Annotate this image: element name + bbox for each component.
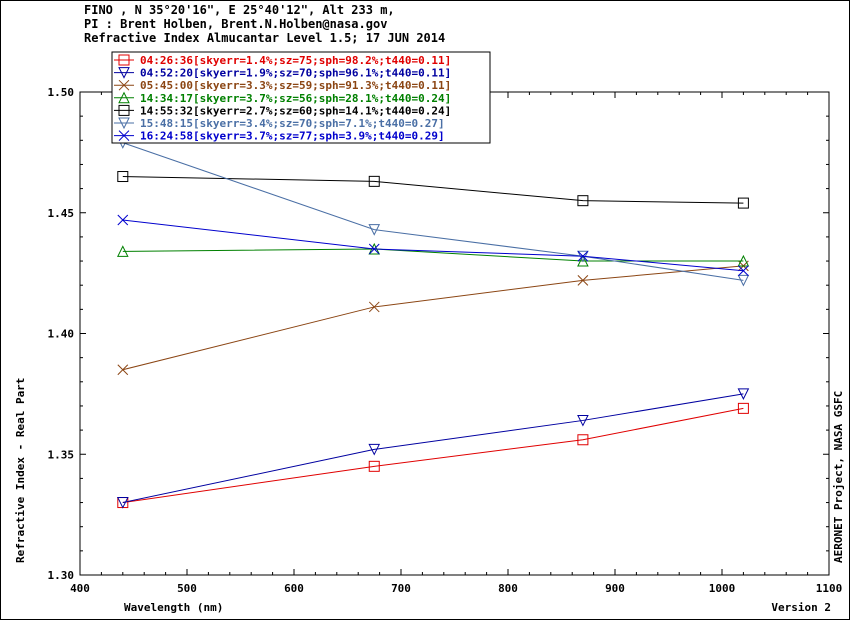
data-point: [117, 364, 129, 376]
legend-marker: [118, 79, 130, 91]
x-tick-label: 600: [284, 582, 304, 595]
x-tick-label: 900: [605, 582, 625, 595]
y-tick-label: 1.30: [48, 569, 75, 582]
legend-label: 04:26:36[skyerr=1.4%;sz=75;sph=98.2%;t44…: [140, 54, 451, 67]
data-point: [737, 274, 750, 287]
legend-marker: [118, 91, 130, 104]
data-point: [577, 254, 589, 267]
series-line: [122, 393, 744, 504]
data-point: [368, 443, 381, 456]
version-label: Version 2: [771, 601, 831, 614]
x-axis-title: Wavelength (nm): [124, 601, 223, 614]
data-point: [368, 460, 380, 472]
data-point: [577, 414, 589, 427]
data-point: [368, 224, 381, 236]
x-tick-label: 700: [391, 582, 411, 595]
data-point: [737, 402, 749, 414]
data-point: [117, 214, 129, 226]
data-point: [116, 245, 129, 257]
y-tick-label: 1.50: [48, 86, 75, 99]
x-tick-label: 1100: [816, 582, 843, 595]
x-tick-label: 400: [70, 582, 90, 595]
legend-label: 05:45:00[skyerr=3.3%;sz=59;sph=91.3%;t44…: [140, 79, 451, 92]
series-line: [122, 176, 744, 204]
legend-marker: [118, 117, 130, 130]
data-point: [577, 275, 589, 286]
legend-label: 15:48:15[skyerr=3.4%;sz=70;sph=7.1%;t440…: [140, 117, 445, 130]
series-5: [117, 171, 749, 209]
data-point: [737, 388, 750, 400]
legend-label: 14:34:17[skyerr=3.7%;sz=56;sph=28.1%;t44…: [140, 92, 451, 105]
series-line: [122, 248, 744, 262]
data-point: [738, 265, 749, 277]
legend-marker: [118, 130, 130, 141]
data-point: [577, 250, 589, 262]
legend-marker: [118, 104, 130, 116]
y-tick-label: 1.40: [48, 328, 75, 341]
y-axis-title: Refractive Index - Real Part: [14, 378, 27, 563]
data-point: [117, 171, 129, 183]
y-tick-label: 1.45: [48, 207, 75, 220]
data-point: [116, 497, 129, 509]
legend-label: 04:52:20[skyerr=1.9%;sz=70;sph=96.1%;t44…: [140, 67, 451, 80]
series-line: [122, 219, 744, 272]
series-2: [116, 388, 750, 509]
x-tick-label: 500: [177, 582, 197, 595]
series-3: [117, 260, 749, 376]
header-site-line: FINO , N 35°20'16", E 25°40'12", Alt 233…: [84, 3, 395, 17]
series-line: [122, 407, 744, 504]
legend-box: [111, 51, 491, 144]
legend: 04:26:36[skyerr=1.4%;sz=75;sph=98.2%;t44…: [111, 51, 491, 144]
series-line: [122, 265, 744, 371]
data-point: [368, 175, 380, 187]
data-point: [737, 254, 750, 267]
data-point: [577, 434, 589, 446]
data-point: [577, 195, 589, 207]
series-6: [116, 137, 750, 287]
y-tick-label: 1.35: [48, 448, 75, 461]
x-tick-label: 1000: [709, 582, 736, 595]
data-point: [368, 243, 380, 255]
header-pi-line: PI : Brent Holben, Brent.N.Holben@nasa.g…: [84, 17, 388, 31]
series-1: [117, 402, 749, 509]
series-line: [122, 142, 744, 281]
plot-area-border: [79, 91, 830, 576]
legend-label: 14:55:32[skyerr=2.7%;sz=60;sph=14.1%;t44…: [140, 104, 451, 117]
credit-label: AERONET Project, NASA GSFC: [832, 391, 845, 563]
x-tick-label: 800: [498, 582, 518, 595]
series-7: [117, 214, 749, 277]
data-point: [737, 197, 749, 209]
legend-label: 16:24:58[skyerr=3.7%;sz=77;sph=3.9%;t440…: [140, 130, 445, 143]
header-title-line: Refractive Index Almucantar Level 1.5; 1…: [84, 31, 446, 45]
legend-marker: [118, 67, 130, 79]
data-point: [368, 301, 380, 313]
legend-marker: [118, 54, 130, 66]
